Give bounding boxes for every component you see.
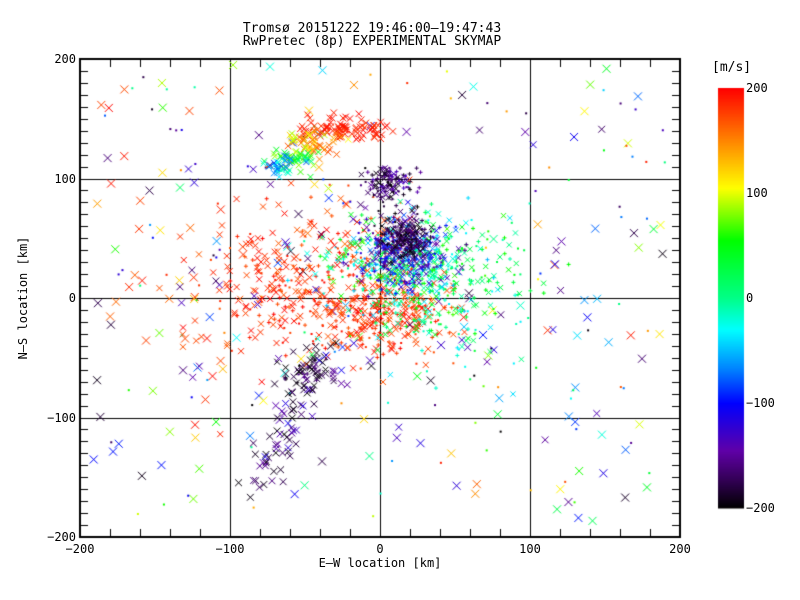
x-axis-label: E–W location [km] bbox=[318, 556, 442, 570]
plot-title-line2: RwPretec (8p) EXPERIMENTAL SKYMAP bbox=[242, 34, 502, 49]
x-tick-label: 100 bbox=[519, 542, 541, 556]
y-axis-label: N–S location [km] bbox=[16, 236, 30, 360]
y-tick-label: −100 bbox=[47, 410, 76, 425]
colorbar-tick-label: −200 bbox=[746, 501, 775, 515]
colorbar-tick-label: 200 bbox=[746, 81, 768, 95]
y-tick-label: 100 bbox=[54, 171, 76, 186]
plot-title-line1: Tromsø 20151222 19:46:00–19:47:43 bbox=[242, 21, 502, 36]
x-tick-label: −200 bbox=[65, 542, 95, 556]
colorbar-tick-label: −100 bbox=[746, 396, 775, 410]
x-tick-label: −100 bbox=[215, 542, 245, 556]
colorbar-units-label: [m/s] bbox=[712, 60, 752, 75]
x-tick-label: 200 bbox=[669, 542, 691, 556]
colorbar-tick-label: 100 bbox=[746, 186, 768, 200]
x-tick-label: 0 bbox=[376, 542, 384, 556]
y-tick-label: 200 bbox=[54, 52, 76, 66]
y-tick-label: −200 bbox=[47, 530, 76, 544]
y-tick-label: 0 bbox=[68, 291, 76, 305]
colorbar-tick-label: 0 bbox=[746, 291, 754, 305]
